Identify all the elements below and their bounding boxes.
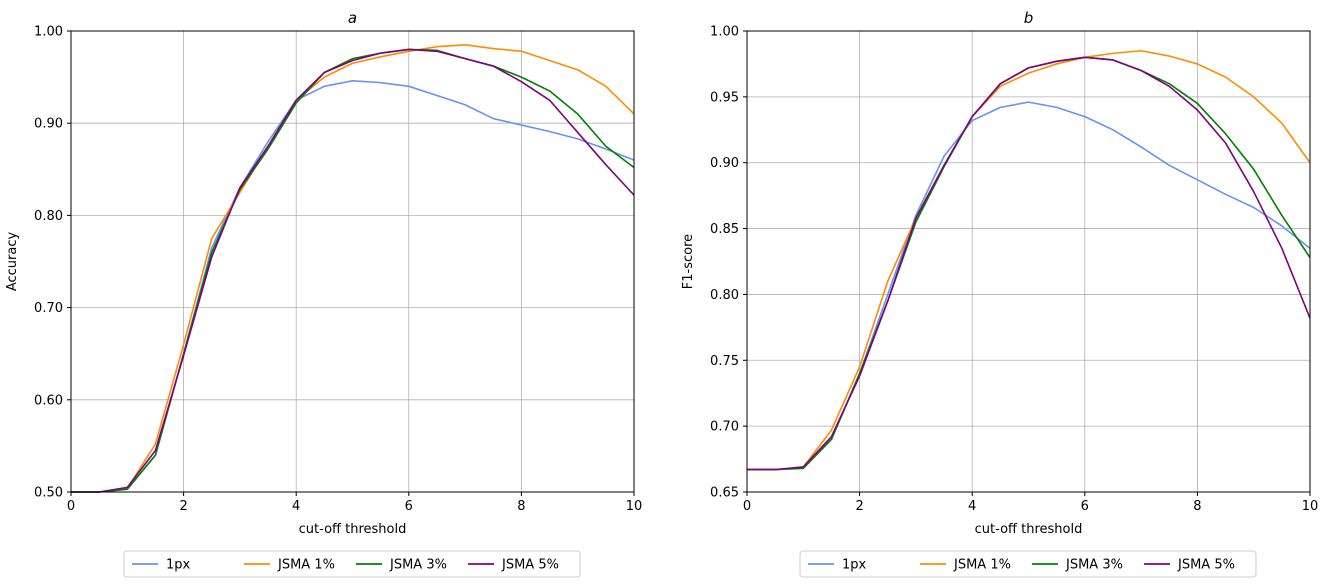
y-tick-label: 0.90 [710,156,739,171]
x-axis-label: cut-off threshold [299,522,407,537]
legend-box [799,550,1257,578]
legend-label: JSMA 5% [1177,558,1235,573]
series-line-jsma-3- [71,48,635,493]
y-tick-label: 0.70 [710,420,739,435]
x-tick-label: 2 [855,499,863,514]
x-tick-label: 4 [968,499,976,514]
series-line-1px [71,79,635,493]
y-tick-label: 1.00 [710,25,739,40]
panel-a: 0 2 4 6 8 10 0.50 0.60 0.70 0.80 0.90 1.00 a cut-off … [5,9,643,578]
legend-box [123,550,581,578]
chart-title: a [348,9,357,27]
legend-label: JSMA 3% [1065,558,1123,573]
legend-label: 1px [166,558,191,573]
y-tick-label: 0.80 [710,288,739,303]
x-tick-label: 8 [517,499,525,514]
axes-frame [746,30,1311,493]
legend-label: 1px [842,558,867,573]
y-tick-label: 0.60 [34,393,63,408]
x-tick-label: 10 [626,499,643,514]
y-axis-label: Accuracy [5,232,20,292]
panel-b: 0 2 4 6 8 10 0.65 0.70 0.75 0.80 0.85 0.90 0.95 1.00 b… [681,9,1319,578]
x-tick-label: 4 [292,499,300,514]
series-line-jsma-5- [71,48,635,493]
chart-title: b [1024,9,1034,27]
series-line-jsma-5- [747,56,1311,471]
x-tick-label: 10 [1302,499,1319,514]
y-tick-label: 0.90 [34,117,63,132]
legend-label: JSMA 1% [277,558,335,573]
x-tick-label: 0 [67,499,75,514]
legend: 1px JSMA 1% JSMA 3% JSMA 5% [123,550,581,578]
x-tick-label: 6 [1081,499,1089,514]
y-tick-label: 0.80 [34,209,63,224]
y-tick-label: 0.50 [34,486,63,501]
series-line-jsma-1- [747,49,1311,471]
legend-label: JSMA 1% [953,558,1011,573]
series-line-jsma-1- [71,44,635,493]
y-tick-label: 1.00 [34,25,63,40]
series-line-jsma-3- [747,56,1311,471]
y-tick-label: 0.70 [34,301,63,316]
legend-label: JSMA 5% [501,558,559,573]
y-axis-label: F1-score [681,234,696,289]
x-tick-label: 2 [179,499,187,514]
x-tick-label: 6 [405,499,413,514]
legend-label: JSMA 3% [389,558,447,573]
y-tick-label: 0.95 [710,90,739,105]
y-tick-label: 0.65 [710,486,739,501]
x-tick-label: 0 [743,499,751,514]
legend: 1px JSMA 1% JSMA 3% JSMA 5% [799,550,1257,578]
axes-frame [70,30,635,493]
x-axis-label: cut-off threshold [975,522,1083,537]
y-tick-label: 0.85 [710,222,739,237]
x-tick-label: 8 [1193,499,1201,514]
series-line-1px [747,101,1311,471]
y-tick-label: 0.75 [710,354,739,369]
